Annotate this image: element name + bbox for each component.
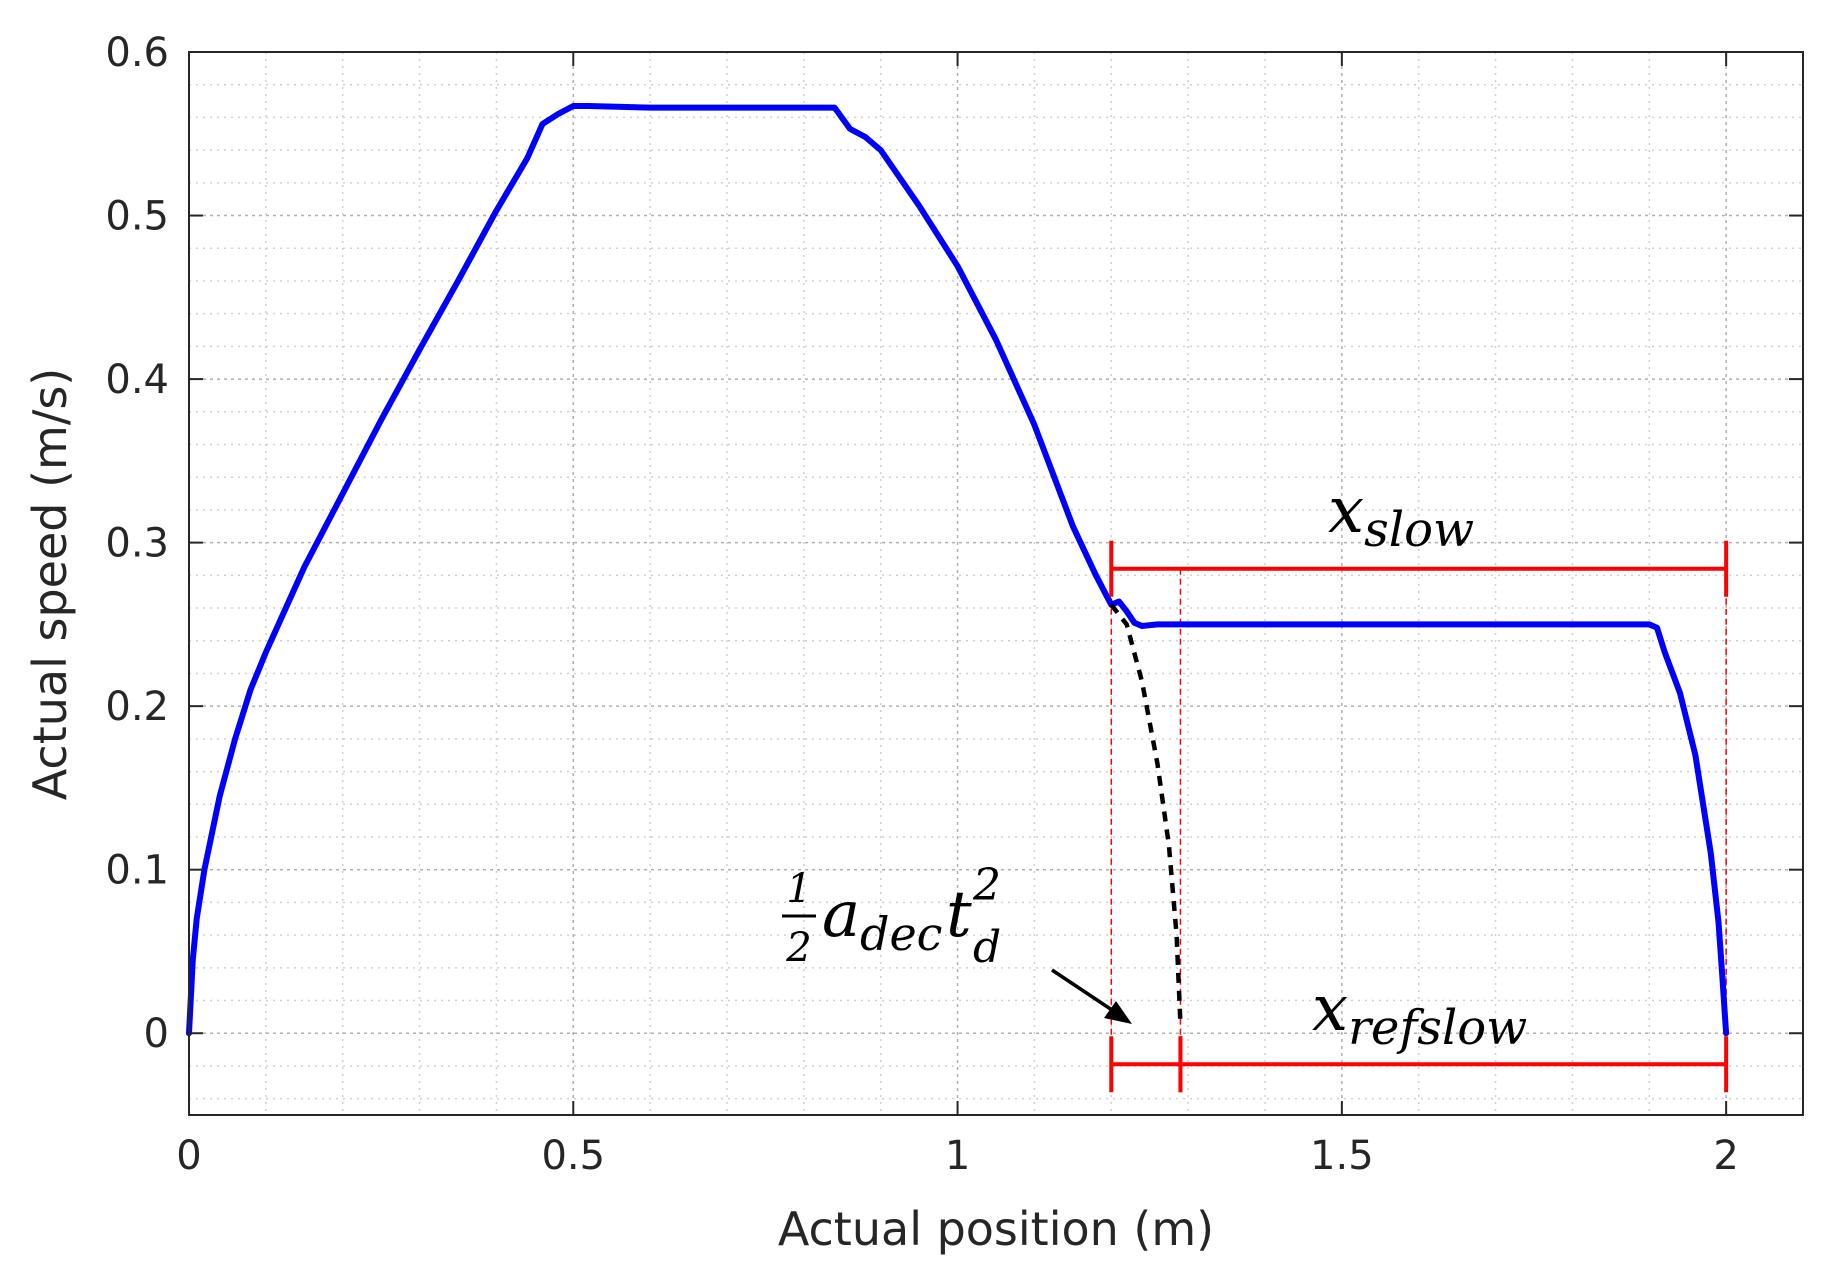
x-axis-label: Actual position (m) [778,1202,1214,1256]
formula-t-subscript: d [973,922,1001,973]
ticks [188,51,1803,1115]
series-layer [186,103,1730,1037]
speed-line [186,103,1730,1037]
formula: 1 2 a dec t 2 d [782,860,1001,973]
formula-t-superscript: 2 [972,860,1001,911]
x-slow-subscript: slow [1364,502,1474,558]
x-tick-label: 0.5 [541,1133,605,1179]
y-tick-label: 0 [144,1011,169,1057]
formula-t: t [946,878,972,952]
y-tick-label: 0.1 [105,848,169,894]
tick-labels: 0 0.5 1 1.5 2 0 0.1 0.2 0.3 0.4 0.5 0.6 [105,30,1738,1179]
x-refslow-label: xrefslow [1312,972,1527,1056]
formula-arrow-head [1104,1001,1132,1024]
x-refslow-subscript: refslow [1348,1000,1527,1056]
x-refslow-symbol: x [1312,972,1348,1046]
formula-arrow-shaft [1051,968,1119,1016]
formula-denominator: 2 [785,925,811,971]
x-tick-label: 1.5 [1310,1133,1374,1179]
y-tick-label: 0.4 [105,357,169,403]
x-slow-label: xslow [1328,474,1474,558]
x-tick-label: 1 [945,1133,970,1179]
plot-area [189,52,1803,1115]
x-tick-label: 0 [176,1133,201,1179]
x-tick-label: 2 [1713,1133,1738,1179]
dashed-deceleration-line [1109,603,1183,1026]
formula-arrow [1051,968,1132,1024]
formula-a: a [822,878,860,952]
y-tick-label: 0.2 [105,684,169,730]
y-tick-label: 0.3 [105,521,169,567]
minor-grid [189,52,1803,1115]
y-tick-label: 0.6 [105,30,169,76]
y-tick-label: 0.5 [105,194,169,240]
axes-box [188,51,1804,1116]
formula-a-subscript: dec [860,907,942,961]
formula-numerator: 1 [786,866,811,912]
x-slow-symbol: x [1328,474,1364,548]
y-axis-label: Actual speed (m/s) [23,368,77,801]
range-brackets [1109,540,1729,1093]
